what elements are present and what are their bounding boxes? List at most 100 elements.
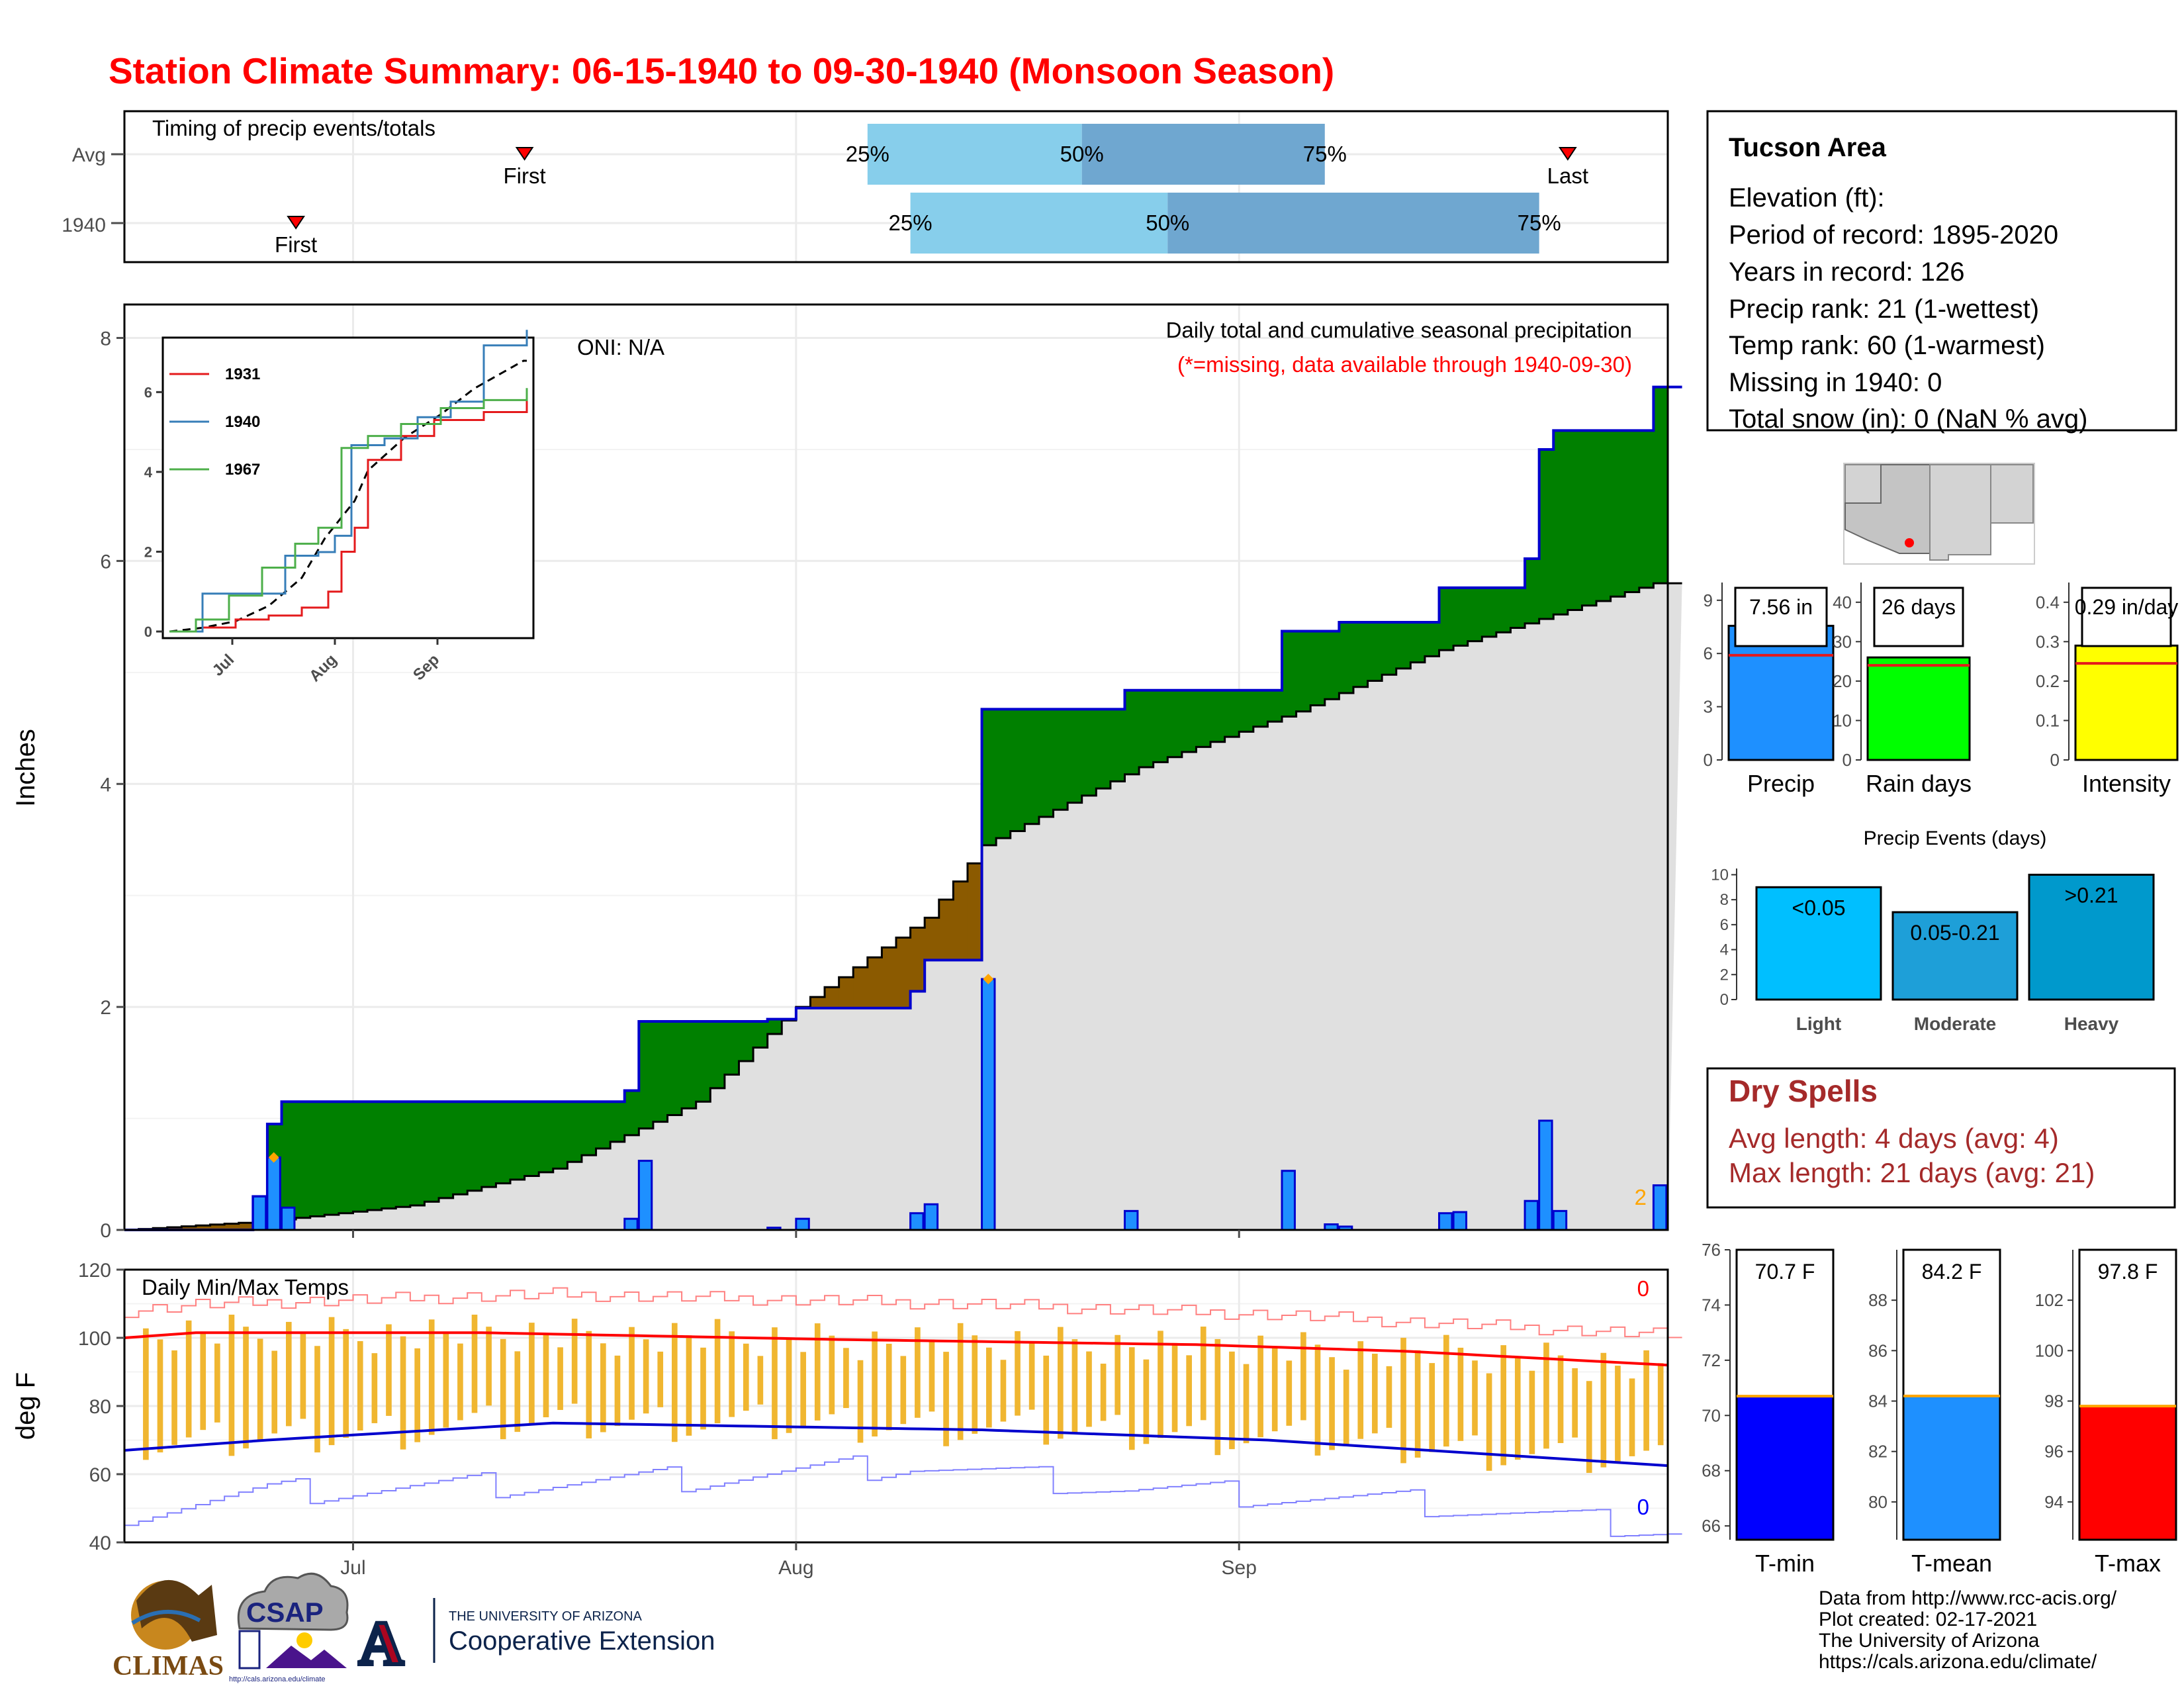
temp-summary-bars: 66 68 70 72 74 76 70.7 F T-min 80 82 84 86 88 84.2 F T… — [1702, 1240, 2177, 1577]
csap-logo-url: http://cals.arizona.edu/climate — [229, 1675, 326, 1683]
precip-diff-band — [1053, 709, 1068, 810]
summary-tick-label-2-3: 0.3 — [2036, 632, 2060, 651]
timing-bar-q2-0 — [1081, 124, 1325, 185]
events-tick-label-0: 0 — [1720, 991, 1729, 1009]
timing-p75-label-0: 75% — [1303, 142, 1347, 166]
temp-max-missing: 0 — [1637, 1276, 1649, 1301]
footer-line-url: https://cals.arizona.edu/climate/ — [1819, 1651, 2097, 1673]
timing-first-marker-0 — [515, 147, 534, 161]
precip-panel: 0 2 4 6 8 Inches ONI: N/A Daily total and cu… — [11, 303, 1682, 1242]
summary-value-box-0 — [1734, 586, 1828, 647]
precip-diff-band — [1339, 622, 1354, 693]
daily-temp-range-bar — [214, 1343, 220, 1423]
daily-temp-range-bar — [629, 1327, 635, 1420]
precip-diff-band — [1453, 587, 1469, 646]
summary-tick-label-2-4: 0.4 — [2036, 592, 2060, 612]
daily-temp-range-bar — [857, 1360, 864, 1443]
precip-diff-band — [882, 947, 897, 1008]
precip-diff-band — [1224, 690, 1240, 737]
daily-temp-range-bar — [1514, 1358, 1521, 1460]
csap-logo-sun — [296, 1632, 312, 1648]
climas-logo-wave — [131, 1609, 201, 1625]
daily-precip-bar-9 — [981, 978, 996, 1231]
events-tick-label-5: 10 — [1711, 866, 1729, 884]
temp-summary-tick-label-2-0: 94 — [2044, 1492, 2064, 1512]
precip-frame — [123, 303, 1669, 1231]
daily-temp-range-bar — [686, 1335, 692, 1436]
footer-line-university: The University of Arizona — [1819, 1630, 2040, 1652]
precip-diff-band — [1653, 387, 1668, 584]
daily-temp-range-bar — [1572, 1368, 1578, 1438]
dry-spells-box: Dry Spells Avg length: 4 days (avg: 4) M… — [1706, 1067, 2176, 1209]
csap-logo: CSAP http://cals.arizona.edu/climate — [229, 1572, 349, 1683]
precip-diff-band — [367, 1102, 383, 1211]
summary-tick-label-2-1: 0.1 — [2036, 710, 2060, 730]
daily-temp-range-bar — [1586, 1381, 1592, 1474]
precip-diff-band — [938, 900, 954, 961]
ua-logo-top-text: THE UNIVERSITY OF ARIZONA — [449, 1609, 643, 1624]
daily-temp-range-bar — [700, 1347, 706, 1430]
csap-logo-cloud — [237, 1572, 349, 1631]
temp-xtick-label-0: Jul — [340, 1557, 365, 1579]
temp-min-missing: 0 — [1637, 1495, 1649, 1519]
daily-temp-range-bar — [1300, 1332, 1306, 1421]
temp-summary-tick-label-1-3: 86 — [1868, 1340, 1888, 1360]
precip-diff-band — [996, 709, 1011, 839]
summary-tick-label-1-1: 10 — [1833, 710, 1852, 730]
precip-diff-band — [567, 1102, 582, 1162]
daily-temp-range-bar — [314, 1346, 320, 1453]
daily-temp-range-bar — [1200, 1327, 1206, 1421]
summary-tick-label-1-2: 20 — [1833, 671, 1852, 691]
daily-temp-range-bar — [1229, 1351, 1235, 1450]
temp-summary-tick-label-1-0: 80 — [1868, 1492, 1888, 1512]
precip-summary-bars: 0 3 6 9 7.56 in Precip 0 10 20 30 40 26 days Rain da… — [1704, 583, 2179, 797]
precip-ytick-label-3: 6 — [100, 551, 111, 573]
precip-diff-band — [767, 1019, 782, 1035]
daily-temp-range-bar — [386, 1324, 392, 1416]
inset-series-line-2 — [169, 388, 528, 633]
precip-y-title: Inches — [11, 729, 40, 807]
summary-value-label-2: 0.29 in/day — [2075, 595, 2179, 619]
precip-diff-band — [1539, 449, 1554, 619]
precip-diff-band — [1139, 690, 1154, 767]
inset-ytick-label-3: 6 — [144, 384, 152, 400]
record-day-marker-1 — [983, 974, 994, 985]
temp-summary-bar-2 — [2078, 1405, 2177, 1541]
precip-diff-band — [381, 1102, 396, 1209]
precip-diff-band — [967, 863, 983, 961]
precip-diff-band — [1625, 430, 1640, 592]
precip-diff-band — [1324, 631, 1340, 700]
events-title: Precip Events (days) — [1864, 827, 2047, 849]
precip-diff-band — [696, 1021, 711, 1102]
temp-ytick-label-3: 100 — [78, 1328, 111, 1350]
precip-diff-band — [1210, 690, 1226, 742]
precip-diff-band — [1253, 690, 1269, 727]
precip-diff-band — [1310, 631, 1326, 706]
precip-diff-band — [981, 709, 997, 845]
temp-summary-bar-1 — [1902, 1395, 2001, 1541]
average-max-line — [124, 1331, 1668, 1367]
daily-temp-range-bar — [1500, 1345, 1507, 1466]
temp-summary-name-2: T-max — [2095, 1550, 2161, 1577]
events-bar-name-1: Moderate — [1914, 1013, 1996, 1034]
daily-precip-bar-10 — [1123, 1209, 1139, 1231]
timing-p50-label-1: 50% — [1146, 211, 1189, 235]
precip-diff-band — [710, 1021, 725, 1088]
daily-temp-range-bar — [200, 1331, 206, 1430]
daily-precip-bar-19 — [1652, 1184, 1668, 1231]
timing-first-label-1: First — [275, 232, 317, 257]
daily-precip-bar-15 — [1452, 1211, 1468, 1231]
oni-label: ONI: N/A — [577, 335, 664, 359]
temp-summary-tick-label-0-2: 70 — [1702, 1405, 1721, 1425]
precip-diff-band — [1525, 559, 1540, 624]
summary-tick-label-0-2: 6 — [1704, 643, 1713, 663]
timing-p75-label-1: 75% — [1518, 211, 1561, 235]
info-precip-rank: Precip rank: 21 (1-wettest) — [1729, 295, 2039, 324]
precip-diff-band — [224, 1223, 240, 1230]
summary-tick-label-1-3: 30 — [1833, 632, 1852, 651]
precip-diff-band — [1267, 690, 1283, 722]
daily-temp-range-bar — [972, 1335, 978, 1434]
inset-series-line-0 — [169, 396, 528, 633]
